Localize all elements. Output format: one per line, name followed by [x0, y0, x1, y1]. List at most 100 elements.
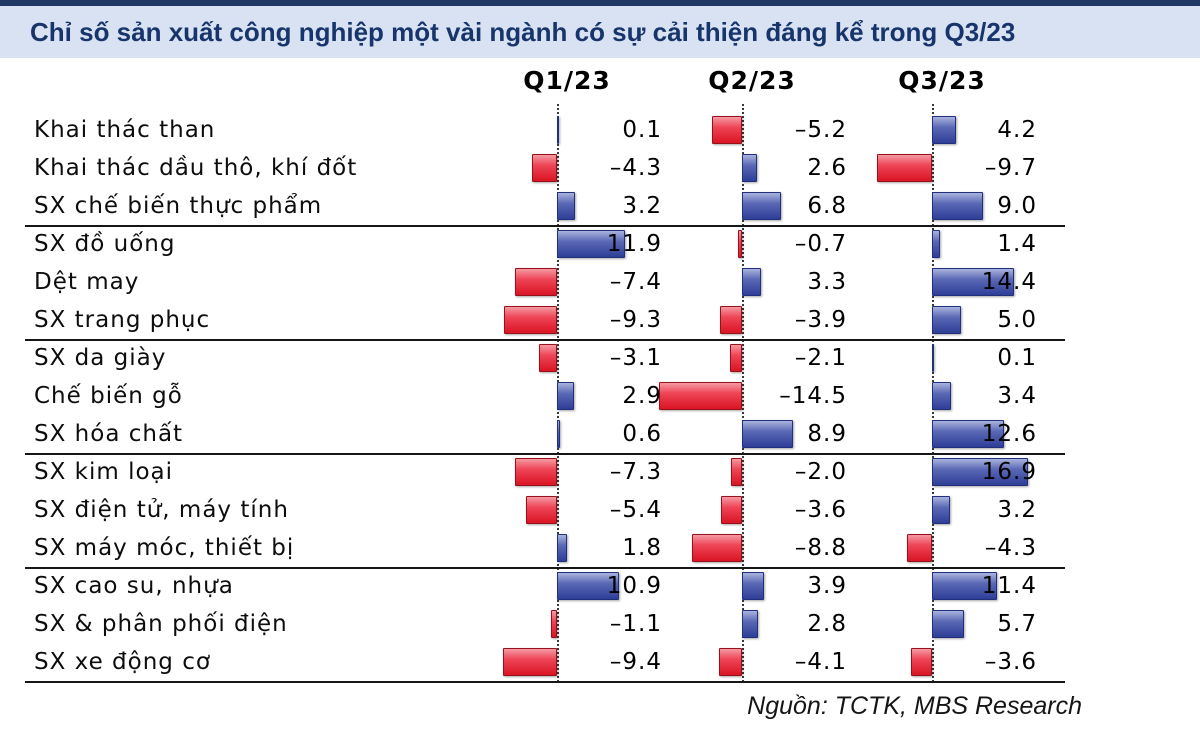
negative-bar — [659, 382, 742, 410]
positive-bar — [932, 610, 965, 638]
value-label: –9.3 — [609, 307, 662, 333]
row-label: SX đồ uống — [34, 231, 176, 257]
chart-row: SX hóa chất 0.6 8.9 12.6 — [0, 416, 1100, 454]
chart-row: SX điện tử, máy tính –5.4 –3.6 3.2 — [0, 492, 1100, 530]
positive-bar — [932, 268, 1015, 296]
value-label: 2.8 — [807, 611, 847, 637]
positive-bar — [557, 420, 561, 448]
value-label: –3.6 — [794, 497, 847, 523]
value-label: 12.6 — [981, 421, 1037, 447]
value-label: 2.9 — [622, 383, 662, 409]
value-label: 0.1 — [622, 117, 662, 143]
value-label: 14.4 — [981, 269, 1037, 295]
negative-bar — [691, 534, 742, 562]
positive-bar — [557, 192, 576, 220]
positive-bar — [932, 420, 1004, 448]
chart-row: SX chế biến thực phẩm 3.2 6.8 9.0 — [0, 188, 1100, 226]
row-label: SX kim loại — [34, 459, 174, 485]
value-label: 4.2 — [997, 117, 1037, 143]
positive-bar — [932, 382, 952, 410]
positive-bar — [742, 192, 781, 220]
negative-bar — [526, 496, 557, 524]
negative-bar — [730, 458, 742, 486]
value-label: 1.8 — [622, 535, 662, 561]
value-label: –3.9 — [794, 307, 847, 333]
row-label: SX máy móc, thiết bị — [34, 535, 295, 561]
negative-bar — [738, 230, 742, 258]
positive-bar — [932, 344, 934, 372]
row-label: SX cao su, nhựa — [34, 573, 234, 599]
positive-bar — [932, 572, 997, 600]
positive-bar — [932, 230, 940, 258]
value-label: –4.1 — [794, 649, 847, 675]
value-label: 1.4 — [997, 231, 1037, 257]
row-label: Dệt may — [34, 269, 140, 295]
positive-bar — [742, 154, 757, 182]
axis-line-q2 — [742, 104, 744, 682]
top-border-stripe — [0, 0, 1200, 6]
value-label: 0.6 — [622, 421, 662, 447]
chart-title: Chỉ số sản xuất công nghiệp một vài ngàn… — [30, 16, 1016, 47]
column-header-q2: Q2/23 — [708, 66, 796, 95]
positive-bar — [557, 572, 620, 600]
value-label: –5.2 — [794, 117, 847, 143]
row-label: SX hóa chất — [34, 421, 184, 447]
value-label: –8.8 — [794, 535, 847, 561]
row-label: SX & phân phối điện — [34, 611, 288, 637]
chart-row: Dệt may –7.4 3.3 14.4 — [0, 264, 1100, 302]
negative-bar — [730, 344, 742, 372]
group-separator-line — [25, 453, 1065, 455]
group-separator-line — [25, 681, 1065, 683]
chart-row: SX cao su, nhựa 10.9 3.9 11.4 — [0, 568, 1100, 606]
value-label: –0.7 — [794, 231, 847, 257]
group-separator-line — [25, 225, 1065, 227]
source-note: Nguồn: TCTK, MBS Research — [747, 692, 1082, 720]
positive-bar — [742, 420, 793, 448]
value-label: –4.3 — [984, 535, 1037, 561]
negative-bar — [539, 344, 557, 372]
row-label: SX xe động cơ — [34, 649, 211, 675]
chart-row: SX kim loại –7.3 –2.0 16.9 — [0, 454, 1100, 492]
chart-row: SX máy móc, thiết bị 1.8 –8.8 –4.3 — [0, 530, 1100, 568]
negative-bar — [718, 648, 742, 676]
value-label: 3.2 — [622, 193, 662, 219]
negative-bar — [550, 610, 557, 638]
value-label: –2.1 — [794, 345, 847, 371]
value-label: –5.4 — [609, 497, 662, 523]
chart-row: SX xe động cơ –9.4 –4.1 –3.6 — [0, 644, 1100, 682]
negative-bar — [712, 116, 742, 144]
chart-row: Khai thác dầu thô, khí đốt –4.3 2.6 –9.7 — [0, 150, 1100, 188]
positive-bar — [932, 458, 1029, 486]
chart-row: Chế biến gỗ 2.9 –14.5 3.4 — [0, 378, 1100, 416]
row-label: SX da giày — [34, 345, 167, 371]
negative-bar — [532, 154, 557, 182]
value-label: 5.0 — [997, 307, 1037, 333]
value-label: 3.4 — [997, 383, 1037, 409]
row-label: SX chế biến thực phẩm — [34, 193, 323, 219]
value-label: 3.9 — [807, 573, 847, 599]
value-label: –9.4 — [609, 649, 662, 675]
negative-bar — [503, 306, 557, 334]
value-label: 6.8 — [807, 193, 847, 219]
value-label: –1.1 — [609, 611, 662, 637]
positive-bar — [932, 116, 956, 144]
positive-bar — [557, 382, 574, 410]
value-label: 16.9 — [981, 459, 1037, 485]
negative-bar — [876, 154, 932, 182]
positive-bar — [742, 610, 758, 638]
negative-bar — [503, 648, 557, 676]
value-label: 3.2 — [997, 497, 1037, 523]
chart-row: SX & phân phối điện –1.1 2.8 5.7 — [0, 606, 1100, 644]
column-header-q1: Q1/23 — [523, 66, 611, 95]
row-label: SX trang phục — [34, 307, 211, 333]
value-label: –7.4 — [609, 269, 662, 295]
group-separator-line — [25, 567, 1065, 569]
positive-bar — [932, 306, 961, 334]
value-label: 11.9 — [606, 231, 662, 257]
value-label: –7.3 — [609, 459, 662, 485]
value-label: 8.9 — [807, 421, 847, 447]
value-label: 0.1 — [997, 345, 1037, 371]
value-label: 11.4 — [981, 573, 1037, 599]
row-label: SX điện tử, máy tính — [34, 497, 289, 523]
